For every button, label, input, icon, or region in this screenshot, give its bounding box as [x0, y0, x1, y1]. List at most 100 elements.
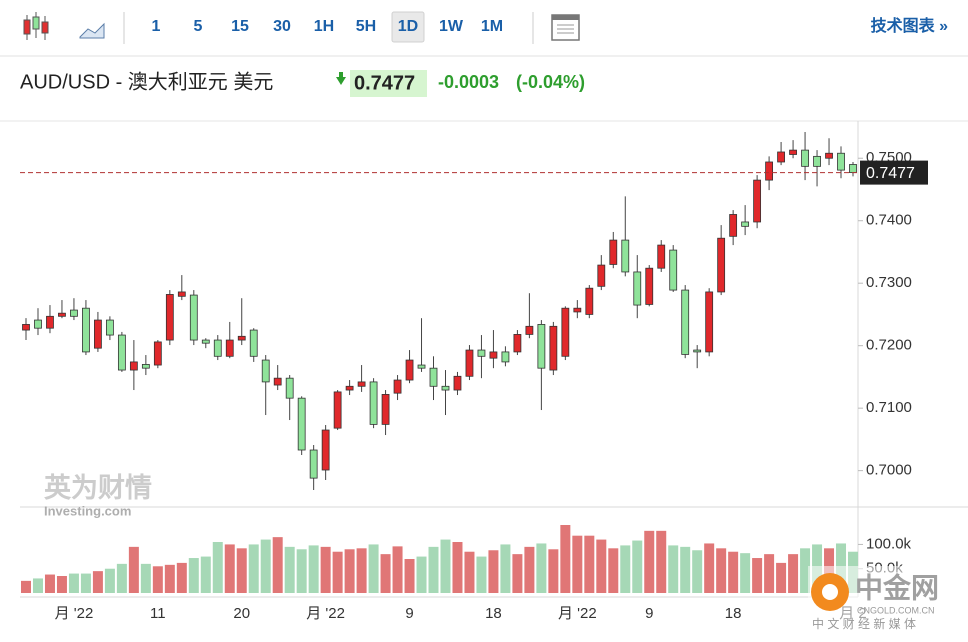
candle-body	[441, 385, 450, 391]
volume-bar	[452, 542, 463, 593]
interval-button[interactable]: 1D	[398, 18, 418, 35]
volume-bar	[704, 543, 715, 593]
candle-body	[165, 294, 174, 341]
candle-body	[321, 429, 330, 471]
volume-bar	[356, 548, 367, 593]
volume-bar	[164, 564, 175, 593]
volume-bar	[560, 525, 571, 593]
candle-body	[129, 361, 138, 371]
candle-body	[297, 397, 306, 451]
watermark-sub: 中 文 财 经 新 媒 体	[812, 616, 916, 631]
interval-button[interactable]: 1H	[314, 18, 334, 35]
candle-body	[22, 324, 30, 331]
volume-bar	[656, 530, 667, 593]
volume-bar	[488, 550, 499, 593]
candle-body	[609, 239, 618, 265]
volume-bar	[44, 574, 55, 593]
technical-chart-link[interactable]: 技术图表 »	[871, 16, 948, 35]
volume-bar	[224, 544, 235, 593]
candle-body	[201, 339, 210, 344]
volume-bar	[32, 578, 43, 593]
volume-bar	[68, 573, 79, 593]
candle-body	[717, 237, 726, 293]
candle-body	[153, 341, 162, 366]
volume-bar	[332, 551, 343, 593]
volume-bar	[236, 548, 247, 593]
candle-body	[393, 379, 402, 394]
interval-button[interactable]: 30	[273, 18, 291, 35]
volume-bar	[212, 542, 223, 593]
volume-bar	[404, 559, 415, 593]
volume-bar	[728, 551, 739, 593]
volume-bar	[668, 545, 679, 593]
candle-body	[585, 287, 594, 315]
volume-bar	[764, 554, 775, 593]
volume-bar	[464, 551, 475, 593]
volume-bar	[740, 553, 751, 593]
volume-bar	[620, 545, 631, 593]
watermark-cn: 中金网	[855, 571, 939, 603]
candle-body	[117, 334, 126, 371]
volume-bar	[644, 530, 655, 593]
candle-body	[621, 239, 630, 273]
volume-bar	[776, 562, 787, 593]
candle-body	[573, 307, 582, 313]
last-price-tag	[860, 160, 928, 185]
candle-body	[789, 149, 797, 155]
candle-body	[177, 291, 186, 297]
volume-bar	[596, 539, 607, 593]
volume-bar	[344, 549, 355, 593]
watermark-logo-inner	[822, 584, 838, 600]
area-icon[interactable]	[79, 22, 105, 39]
table-icon[interactable]	[551, 14, 580, 41]
candle-body	[633, 271, 642, 306]
volume-bar	[104, 568, 115, 593]
symbol-title: AUD/USD - 澳大利亚元 美元	[20, 70, 273, 93]
volume-tick-label: 100.0k	[866, 535, 912, 552]
down-arrow	[336, 72, 346, 85]
y-tick-label: 0.7000	[866, 462, 912, 479]
candle-body	[249, 329, 258, 357]
volume-bar	[248, 544, 259, 593]
x-tick-label: 月 '22	[306, 605, 345, 622]
candle-icon[interactable]	[23, 12, 49, 40]
candle-body	[46, 315, 54, 329]
candle-body	[753, 179, 762, 223]
candle-body	[801, 149, 809, 167]
price-change: -0.0003	[438, 72, 499, 92]
volume-bar	[800, 548, 811, 593]
x-tick-label: 9	[645, 605, 653, 622]
candle-body	[225, 339, 234, 357]
volume-bar	[500, 544, 511, 593]
toolbar	[0, 0, 968, 56]
volume-bar	[716, 548, 727, 593]
candle-body	[381, 394, 390, 425]
interval-button[interactable]: 15	[231, 18, 249, 35]
candle-body	[525, 325, 534, 335]
candle-body	[94, 319, 102, 349]
candle-body	[357, 381, 366, 387]
x-tick-label: 18	[725, 605, 742, 622]
last-price-highlight	[350, 70, 427, 97]
volume-bar	[416, 556, 427, 593]
interval-button[interactable]: 1W	[439, 18, 464, 35]
candle-body	[681, 289, 690, 355]
volume-bar	[188, 558, 199, 593]
volume-bar	[200, 556, 211, 593]
y-tick-label: 0.7400	[866, 212, 912, 229]
interval-button[interactable]: 5	[194, 18, 203, 35]
candle-body	[489, 351, 498, 359]
volume-bar	[392, 546, 403, 593]
interval-button[interactable]: 1	[152, 18, 161, 35]
volume-bar	[56, 576, 67, 593]
volume-bar	[476, 556, 487, 593]
candle-body	[705, 291, 714, 353]
candle-body	[501, 351, 510, 363]
interval-button[interactable]: 5H	[356, 18, 376, 35]
volume-bar	[128, 546, 139, 593]
interval-button[interactable]: 1M	[481, 18, 503, 35]
volume-bar	[788, 554, 799, 593]
x-tick-label: 18	[485, 605, 502, 622]
candle-body	[513, 334, 522, 353]
